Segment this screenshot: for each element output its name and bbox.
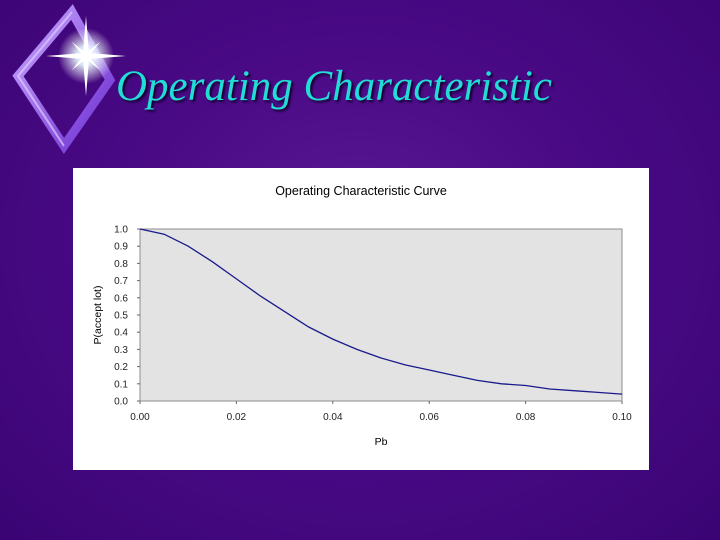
y-tick-label: 0.9 [114, 242, 128, 253]
chart-title: Operating Characteristic Curve [275, 184, 447, 198]
sparkle-diamond-icon [12, 4, 126, 155]
oc-curve-chart: Operating Characteristic Curve 0.0 0.1 0.2… [92, 184, 632, 448]
x-tick-label: 0.08 [516, 412, 536, 423]
x-tick-label: 0.02 [227, 412, 247, 423]
y-tick-label: 0.7 [114, 276, 128, 287]
y-tick-label: 0.8 [114, 259, 128, 270]
y-tick-label: 0.3 [114, 345, 128, 356]
y-tick-label: 0.1 [114, 379, 128, 390]
x-axis-label: Pb [375, 436, 388, 448]
y-tick-label: 0.0 [114, 397, 128, 408]
y-tick-label: 0.4 [114, 328, 128, 339]
x-tick-label: 0.04 [323, 412, 343, 423]
y-tick-label: 1.0 [114, 225, 128, 236]
y-tick-label: 0.5 [114, 311, 128, 322]
y-tick-label: 0.6 [114, 293, 128, 304]
plot-area [139, 228, 623, 402]
x-tick-label: 0.06 [419, 412, 439, 423]
x-tick-label: 0.10 [612, 412, 632, 423]
series-line [139, 228, 623, 395]
x-tick-label: 0.00 [130, 412, 150, 423]
slide-title: Operating Characteristic [116, 63, 552, 110]
chart-panel: Operating Characteristic Curve 0.0 0.1 0.2… [73, 168, 649, 470]
y-axis-label: P(accept lot) [92, 286, 104, 345]
y-tick-label: 0.2 [114, 362, 128, 373]
